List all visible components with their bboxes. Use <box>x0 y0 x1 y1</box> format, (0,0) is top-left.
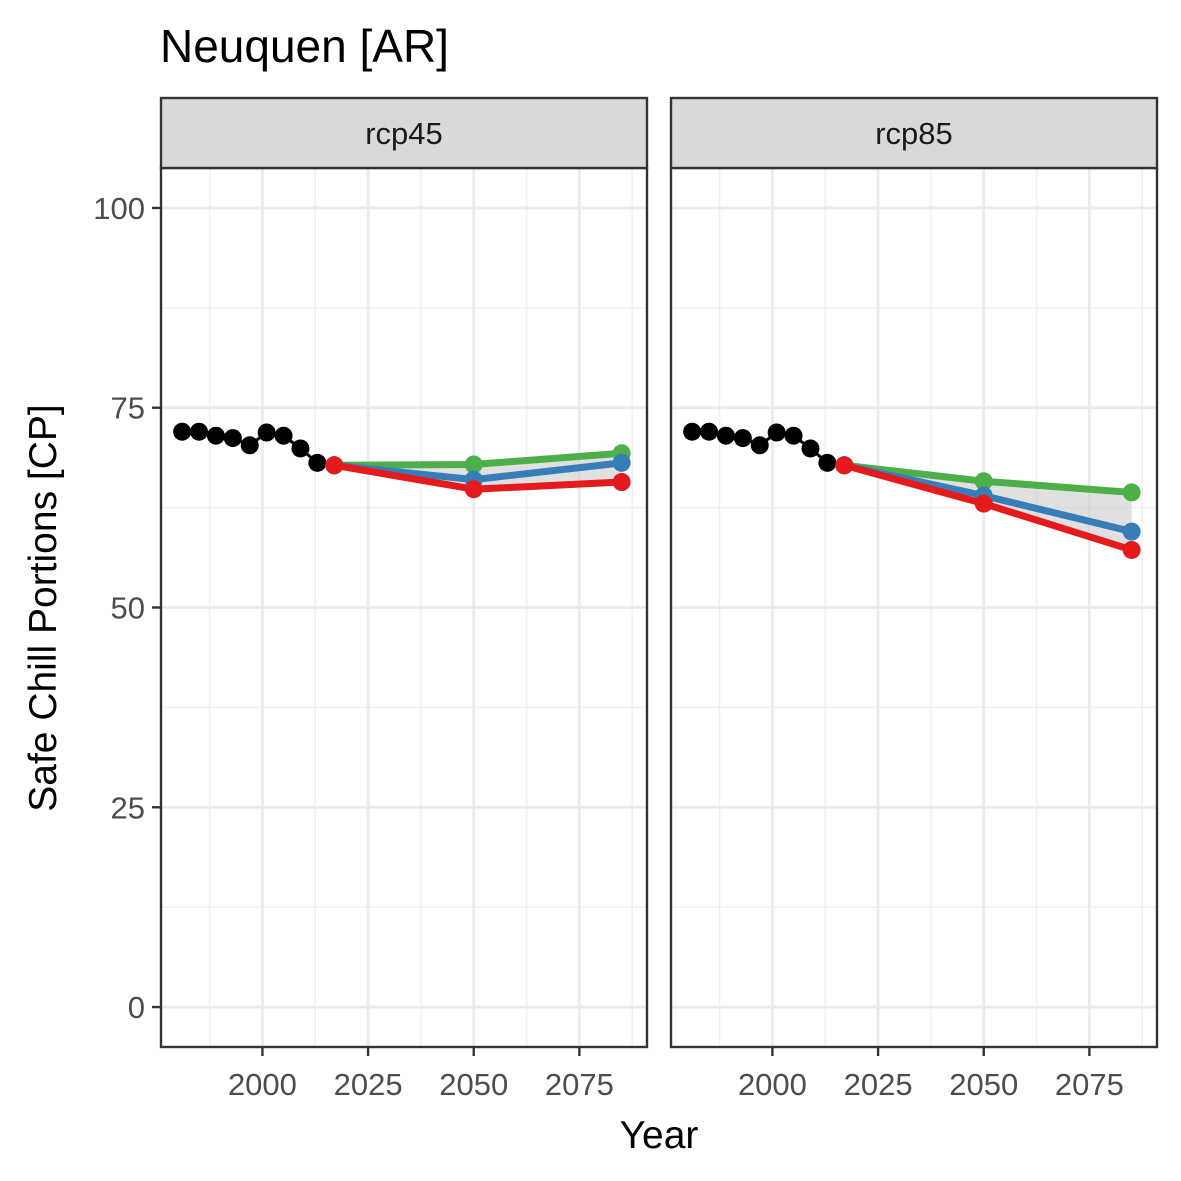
historic-point <box>784 426 803 445</box>
facet-strip-label: rcp85 <box>875 116 953 151</box>
optimistic-series-point <box>974 472 993 491</box>
historic-point <box>801 439 820 458</box>
y-axis-title: Safe Chill Portions [CP] <box>22 404 65 812</box>
x-tick-label: 2025 <box>844 1067 913 1102</box>
y-tick-label: 75 <box>111 391 145 426</box>
grid-lines <box>161 168 647 1047</box>
grid-lines <box>671 168 1157 1047</box>
historic-point <box>308 453 327 472</box>
median-series-point <box>1122 522 1141 541</box>
historic-point <box>716 426 735 445</box>
x-tick-label: 2075 <box>1055 1067 1124 1102</box>
pessimistic-series-point <box>974 494 993 513</box>
historic-point <box>257 423 276 442</box>
x-axis-rcp85: 2000 2025 2050 2075 <box>738 1047 1124 1102</box>
pessimistic-series-point <box>612 473 631 492</box>
optimistic-series-point <box>464 455 483 474</box>
x-axis-rcp45: 2000 2025 2050 2075 <box>228 1047 614 1102</box>
facet-strip-label: rcp45 <box>365 116 443 151</box>
historic-point <box>700 422 719 441</box>
x-tick-label: 2075 <box>545 1067 614 1102</box>
historic-point <box>750 436 769 455</box>
pessimistic-series <box>325 456 631 499</box>
historic-point <box>733 429 752 448</box>
y-tick-label: 50 <box>111 591 145 626</box>
pessimistic-series-point <box>325 456 344 475</box>
y-tick-label: 25 <box>111 790 145 825</box>
pessimistic-series-point <box>1122 540 1141 559</box>
facet-panel-rcp85: rcp85 <box>669 96 1159 1049</box>
x-axis-title: Year <box>620 1114 699 1157</box>
x-tick-label: 2025 <box>334 1067 403 1102</box>
facet-strip <box>159 96 649 170</box>
historic-point <box>240 436 259 455</box>
optimistic-series-point <box>1122 483 1141 502</box>
facet-strip <box>669 96 1159 170</box>
facet-panels: rcp45 rcp85 <box>159 96 1159 1049</box>
x-axes: 2000 2025 2050 2075 2000 2025 2050 2075 <box>228 1047 1124 1102</box>
historic-point <box>291 439 310 458</box>
y-tick-label: 100 <box>93 191 145 226</box>
historic-point <box>767 423 786 442</box>
historic-point <box>274 426 293 445</box>
historic-point <box>223 429 242 448</box>
historic-point <box>173 422 192 441</box>
y-axis: 0 25 50 75 100 <box>93 191 161 1025</box>
pessimistic-series <box>835 456 1141 559</box>
historic-point <box>683 422 702 441</box>
x-tick-label: 2000 <box>738 1067 807 1102</box>
facet-panel-rcp45: rcp45 <box>159 96 649 1049</box>
median-series-point <box>612 453 631 472</box>
x-tick-label: 2050 <box>949 1067 1018 1102</box>
x-tick-label: 2050 <box>439 1067 508 1102</box>
y-tick-label: 0 <box>128 990 145 1025</box>
chart-title: Neuquen [AR] <box>160 20 449 72</box>
historic-point <box>818 453 837 472</box>
historic-point <box>190 422 209 441</box>
x-tick-label: 2000 <box>228 1067 297 1102</box>
historic-point <box>206 426 225 445</box>
pessimistic-series-point <box>464 480 483 499</box>
pessimistic-series-point <box>835 456 854 475</box>
